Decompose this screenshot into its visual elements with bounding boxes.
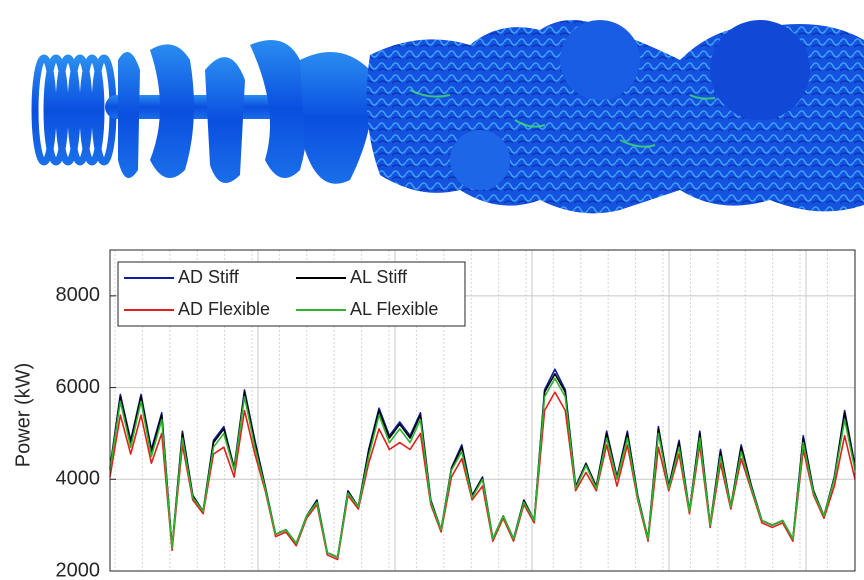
flow-visualization (31, 20, 864, 214)
y-tick-label: 2000 (56, 559, 101, 580)
line-series (109, 391, 856, 561)
turbulent-wake (366, 20, 864, 214)
y-tick-label: 6000 (56, 376, 101, 398)
y-axis-label: Power (kW) (12, 363, 34, 467)
legend-label: AD Stiff (178, 267, 240, 287)
chart: Power (kW) 2000 4000 6000 8000 AD Stiff AL St… (12, 249, 856, 580)
legend-label: AL Stiff (350, 267, 408, 287)
green-streaks (409, 89, 716, 148)
plot-frame (109, 249, 856, 572)
y-tick-label: 8000 (56, 284, 101, 306)
legend-label: AD Flexible (178, 299, 270, 319)
vortex-tubes (105, 40, 373, 184)
legend-box (117, 261, 466, 327)
helix-rings (31, 54, 117, 166)
y-tick-label: 4000 (56, 468, 101, 490)
line-series (109, 377, 856, 559)
legend-label: AL Flexible (350, 299, 438, 319)
